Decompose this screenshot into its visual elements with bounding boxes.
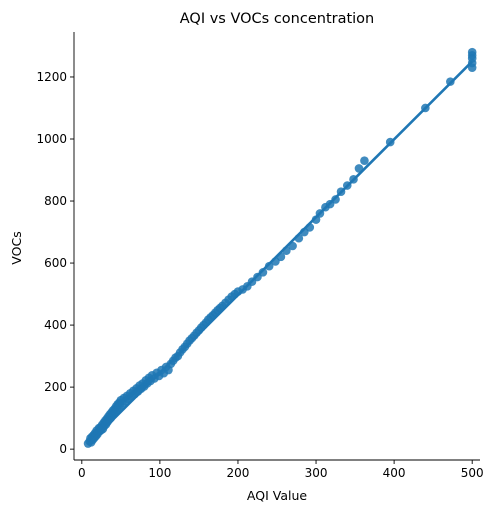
regression-line bbox=[87, 60, 474, 446]
chart-title: AQI vs VOCs concentration bbox=[180, 11, 375, 27]
x-tick-label: 300 bbox=[305, 466, 328, 480]
y-tick-label: 600 bbox=[44, 256, 67, 270]
data-point bbox=[258, 268, 268, 277]
x-axis-title: AQI Value bbox=[247, 488, 307, 503]
data-point bbox=[360, 156, 369, 166]
x-tick-label: 0 bbox=[78, 466, 86, 480]
y-tick-label: 400 bbox=[44, 318, 67, 332]
data-point bbox=[264, 261, 274, 271]
y-tick-label: 200 bbox=[44, 380, 67, 394]
data-point bbox=[467, 47, 477, 57]
plot-area bbox=[73, 32, 480, 461]
y-tick-label: 800 bbox=[44, 194, 67, 208]
y-tick-label: 1200 bbox=[36, 70, 67, 84]
regression-line-group bbox=[87, 60, 474, 446]
x-tick-label: 500 bbox=[461, 466, 484, 480]
x-axis-ticks: 0 100 200 300 400 500 bbox=[78, 460, 484, 480]
y-tick-label: 0 bbox=[59, 442, 67, 456]
x-tick-label: 200 bbox=[227, 466, 250, 480]
data-points bbox=[83, 47, 477, 448]
x-tick-label: 100 bbox=[148, 466, 171, 480]
x-tick-label: 400 bbox=[383, 466, 406, 480]
y-tick-label: 1000 bbox=[36, 132, 67, 146]
y-axis-ticks: 0 200 400 600 800 1000 1200 bbox=[36, 70, 74, 456]
y-axis-title: VOCs bbox=[9, 231, 24, 264]
